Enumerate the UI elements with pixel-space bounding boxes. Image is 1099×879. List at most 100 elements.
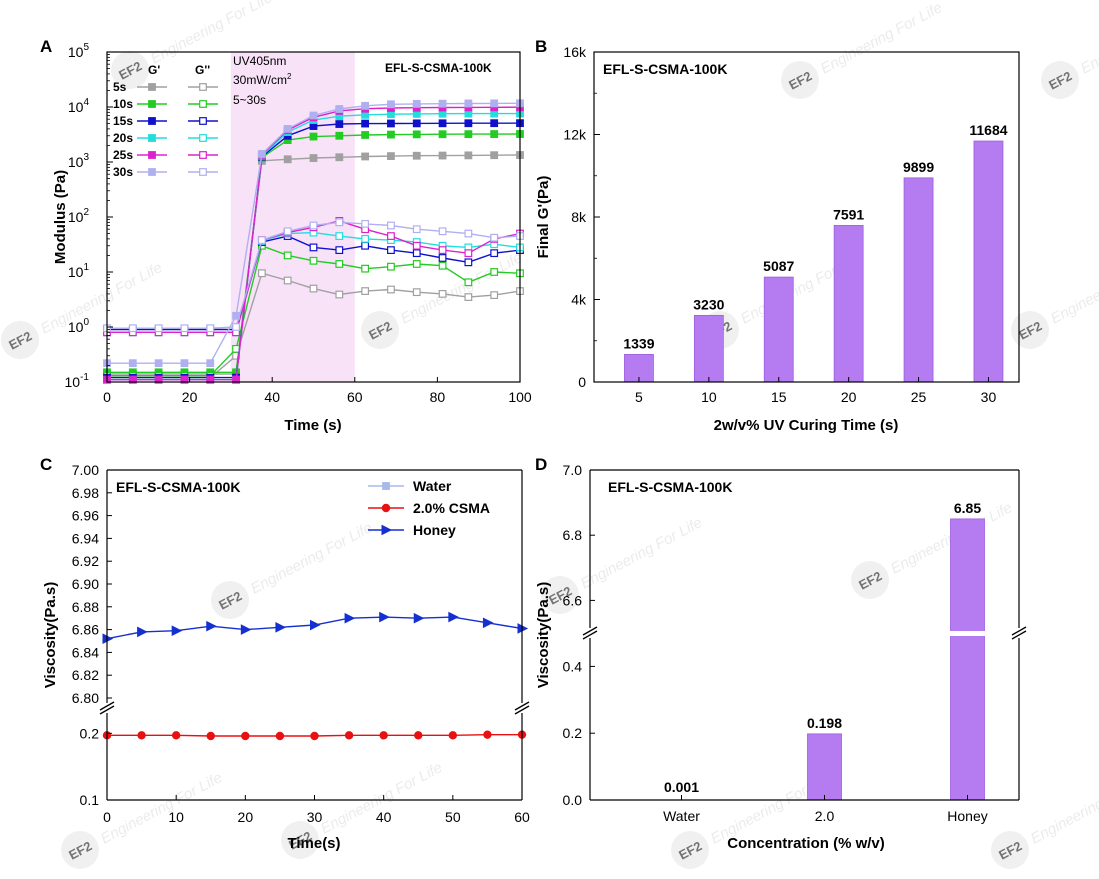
point-a-15s-g2-9	[335, 246, 344, 255]
y-tick-label-d-upper-1: 6.8	[563, 527, 583, 543]
point-a-5s-g2-14	[464, 293, 473, 301]
x-tick-label-a-4: 80	[430, 389, 446, 405]
point-a-15s-g1-12	[412, 119, 421, 128]
point-c-2-11	[482, 617, 494, 629]
point-a-10s-g1-12	[412, 130, 421, 139]
point-a-20s-g1-11	[387, 110, 395, 119]
x-tick-label-b-4: 25	[911, 389, 927, 405]
point-c-1-2	[171, 731, 181, 740]
y-tick-label-b-4: 16k	[563, 44, 587, 60]
point-a-5s-g1-7	[283, 155, 292, 164]
point-a-10s-g1-13	[438, 130, 447, 139]
point-a-30s-g2-1	[128, 324, 137, 333]
point-a-10s-g1-9	[335, 131, 344, 140]
point-a-30s-g1-6	[257, 150, 266, 158]
y-tick-label-c-upper-2: 6.84	[72, 644, 99, 660]
point-a-30s-g1-2	[154, 359, 163, 368]
y-tick-label-a-6: 105	[68, 42, 90, 60]
point-a-30s-g2-2	[154, 324, 163, 333]
bar-d-2.0	[807, 733, 842, 801]
point-a-30s-g1-8	[309, 111, 318, 120]
point-c-1-11	[483, 730, 492, 739]
point-a-5s-g1-10	[361, 152, 370, 161]
watermark-text-9: Engineering For Life	[98, 769, 225, 847]
legend-marker-g1-4	[148, 151, 156, 159]
y-axis-label-a: Modulus (Pa)	[52, 170, 69, 264]
uv-label-line-3: 5~30s	[233, 93, 266, 107]
point-c-1-4	[241, 731, 250, 741]
y-tick-label-b-0: 0	[578, 374, 586, 390]
point-a-10s-g2-14	[464, 278, 473, 287]
panel-label-a: A	[40, 37, 52, 56]
legend-marker-c-1	[381, 503, 391, 513]
point-a-15s-g2-10	[361, 241, 370, 250]
point-a-30s-g2-5	[232, 323, 240, 331]
point-a-30s-g2-12	[412, 225, 421, 234]
point-a-30s-g2-8	[309, 221, 318, 230]
x-tick-label-b-5: 30	[981, 389, 997, 405]
point-a-30s-g1-13	[438, 99, 447, 108]
point-a-25s-g2-11	[387, 232, 395, 240]
point-a-15s-g2-11	[387, 246, 395, 255]
point-a-25s-g2-14	[464, 249, 473, 258]
x-tick-label-b-0: 5	[635, 389, 643, 405]
point-a-5s-g2-10	[361, 287, 370, 295]
point-a-25s-g1-1	[128, 375, 137, 384]
axis-break-d-left-line-2	[582, 630, 598, 640]
x-tick-label-d-2: Honey	[947, 808, 987, 824]
data-label-b-4: 9899	[903, 159, 934, 175]
x-tick-label-d-1: 2.0	[815, 808, 835, 824]
axis-break-d-left-line-1	[582, 626, 598, 636]
x-tick-label-c-0: 0	[103, 809, 111, 825]
axes-c: 0 10 20 30 40 50 60 6.80 6.82 6.84 6.86 6.88 6.90 6.9…	[72, 462, 530, 825]
point-a-5s-g2-13	[438, 289, 447, 298]
legend-marker-g1-5	[148, 168, 156, 176]
point-a-30s-g1-14	[464, 99, 473, 108]
point-c-1-3	[206, 731, 215, 741]
x-axis-label-a: Time (s)	[284, 417, 341, 434]
point-a-10s-g2-11	[387, 262, 395, 271]
point-a-5s-g1-13	[438, 151, 447, 160]
axis-break-d-right-line-2	[1011, 630, 1027, 640]
x-tick-label-c-6: 60	[514, 809, 530, 825]
annotation-d: EFL-S-CSMA-100K	[608, 479, 732, 495]
uv-label-line-2: 30mW/cm2	[233, 72, 292, 87]
point-a-20s-g2-9	[335, 232, 344, 240]
legend-marker-g1-0	[148, 83, 156, 91]
axis-break-c-right-gap	[514, 703, 530, 713]
point-a-30s-g2-11	[387, 221, 395, 230]
y-tick-label-c-upper-8: 6.96	[72, 508, 99, 524]
y-tick-label-a-2: 101	[68, 262, 90, 280]
point-a-30s-g2-10	[361, 219, 370, 228]
watermark-logo-circle-0	[111, 51, 149, 89]
point-a-15s-g2-13	[438, 254, 447, 262]
y-tick-label-c-upper-10: 7.00	[72, 462, 99, 478]
point-a-10s-g2-7	[283, 251, 292, 260]
point-a-15s-g2-15	[490, 249, 499, 258]
point-a-25s-g1-5	[232, 375, 240, 384]
point-a-30s-g2-13	[438, 227, 447, 236]
uv-label-line-1: UV405nm	[233, 54, 286, 68]
legend-label-c-2: Honey	[413, 522, 456, 538]
point-a-10s-g1-11	[387, 130, 395, 139]
point-a-20s-g2-10	[361, 234, 370, 243]
y-tick-label-d-upper-0: 6.6	[563, 592, 583, 608]
point-a-15s-g1-11	[387, 119, 395, 128]
legend-marker-g2-4	[199, 151, 207, 159]
y-tick-label-a-3: 102	[68, 207, 90, 225]
bar-b-30	[973, 140, 1004, 383]
point-a-10s-g2-13	[438, 261, 447, 270]
legend-marker-g2-2	[199, 117, 207, 125]
data-label-b-0: 1339	[623, 335, 654, 351]
point-a-15s-g2-14	[464, 258, 473, 267]
axis-break-c-left-line-2	[99, 705, 115, 715]
watermark-text-10: Engineering For Life	[318, 759, 445, 837]
y-tick-label-c-upper-3: 6.86	[72, 622, 99, 638]
watermark-text-12: Engineering For Life	[1028, 769, 1099, 847]
legend-marker-g1-3	[148, 134, 156, 142]
watermark-text-7: Engineering For Life	[248, 519, 375, 597]
y-tick-label-b-3: 12k	[563, 127, 587, 143]
